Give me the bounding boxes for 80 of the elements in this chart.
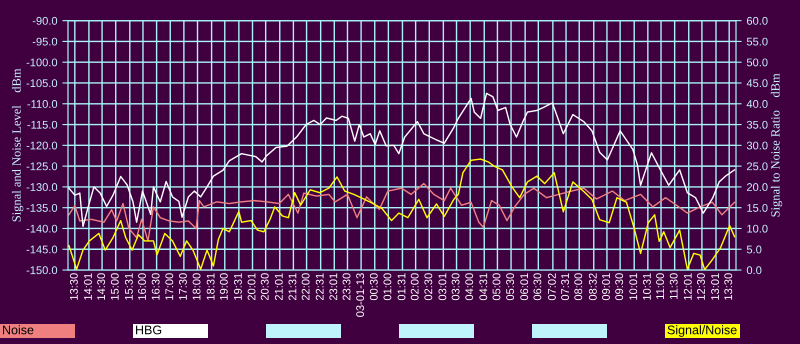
x-tick-label: 18:00 [192,273,200,300]
x-tick-label: 08:32 [588,273,597,300]
x-tick-label: 03-01-13 [356,273,364,317]
x-tick-label: 08:00 [574,273,582,300]
y2-tick-label: 25.0 [746,162,768,170]
x-tick-label: 10:01 [629,273,638,300]
x-tick-label: 20:01 [248,273,256,300]
y-tick-label: -135.0 [26,204,58,212]
y-tick-label: -140.0 [26,224,58,233]
x-tick-label: 16:00 [138,273,146,300]
x-tick-label: 07:31 [561,273,570,300]
y-tick-label: -105.0 [26,79,58,88]
y-tick-label: -120.0 [26,142,58,150]
y2-tick-label: 5.0 [746,246,762,254]
x-tick-label: 03:30 [452,273,460,300]
text: Signal/Noise [668,325,737,337]
y2-tick-label: 50.0 [746,58,768,66]
y2-tick-label: 60.0 [746,16,768,25]
y-tick-label: -145.0 [26,246,58,254]
x-tick-label: 20:30 [260,273,269,300]
y2-tick-label: 35.0 [746,120,768,129]
x-tick-label: 11:30 [670,273,678,299]
y-tick-label: -115.0 [27,120,58,129]
y2-tick-label: 55.0 [746,38,768,46]
y2-tick-label: 45.0 [746,79,768,88]
y-axis-title: Signal and Noise Level dBm [12,68,24,222]
x-tick-label: 03:01 [438,273,446,300]
x-tick-label: 19:00 [220,273,228,300]
x-tick-label: 11:00 [656,273,664,299]
x-tick-label: 17:30 [178,273,187,300]
x-tick-label: 22:00 [302,273,310,300]
text: Noise [3,325,34,334]
x-tick-label: 05:00 [492,273,500,300]
x-tick-label: 10:31 [642,273,651,300]
y-tick-label: -100.0 [26,58,58,66]
x-tick-label: 06:01 [520,273,528,300]
x-tick-label: 06:30 [533,273,542,300]
x-tick-label: 02:30 [424,273,432,300]
x-tick-label: 19:31 [234,273,242,300]
x-tick-label: 12:01 [684,273,692,300]
y2-tick-label: 10.0 [747,224,768,233]
y2-tick-label: 40.0 [746,100,768,108]
x-tick-label: 01:00 [383,273,392,300]
y-tick-label: -150.0 [26,266,58,274]
y-tick-label: -90.0 [32,16,58,25]
x-tick-label: 15:00 [110,273,119,300]
x-tick-label: 04:00 [465,273,474,300]
x-tick-label: 23:01 [329,273,338,300]
x-tick-label: 09:01 [602,273,610,300]
text: HBG [136,326,162,334]
y-tick-label: -125.0 [26,162,58,170]
y2-tick-label: 20.0 [746,183,768,192]
x-tick-label: 13:30 [70,273,78,300]
x-tick-label: 01:31 [398,273,406,300]
x-tick-label: 09:30 [615,273,624,300]
y2-tick-label: 15.0 [747,204,768,212]
x-tick-label: 21:31 [288,273,296,300]
y-tick-label: -110.0 [27,100,58,108]
y-tick-label: -130.0 [26,183,58,192]
x-tick-label: 05:30 [506,273,514,300]
x-tick-label: 17:00 [165,273,174,300]
y2-tick-label: 0.0 [746,266,762,274]
x-tick-label: 07:02 [548,273,556,300]
x-tick-label: 00:30 [370,273,378,300]
x-tick-label: 04:31 [479,273,488,300]
y2-axis-title: Signal to Noise Ratio dBm [770,73,782,217]
y-tick-label: -95.0 [32,38,58,46]
x-tick-label: 15:31 [124,273,133,300]
x-tick-label: 21:01 [274,273,283,300]
x-tick-label: 23:30 [342,273,350,300]
x-tick-label: 14:30 [97,273,106,300]
x-tick-label: 13:30 [724,273,732,300]
x-tick-label: 12:30 [697,273,705,300]
y2-tick-label: 30.0 [746,142,768,150]
x-tick-label: 18:31 [206,273,215,300]
x-tick-label: 22:31 [316,273,324,300]
x-tick-label: 16:30 [152,273,160,300]
x-tick-label: 14:01 [84,273,92,300]
x-tick-label: 02:00 [410,273,419,300]
x-tick-label: 13:01 [711,273,719,300]
